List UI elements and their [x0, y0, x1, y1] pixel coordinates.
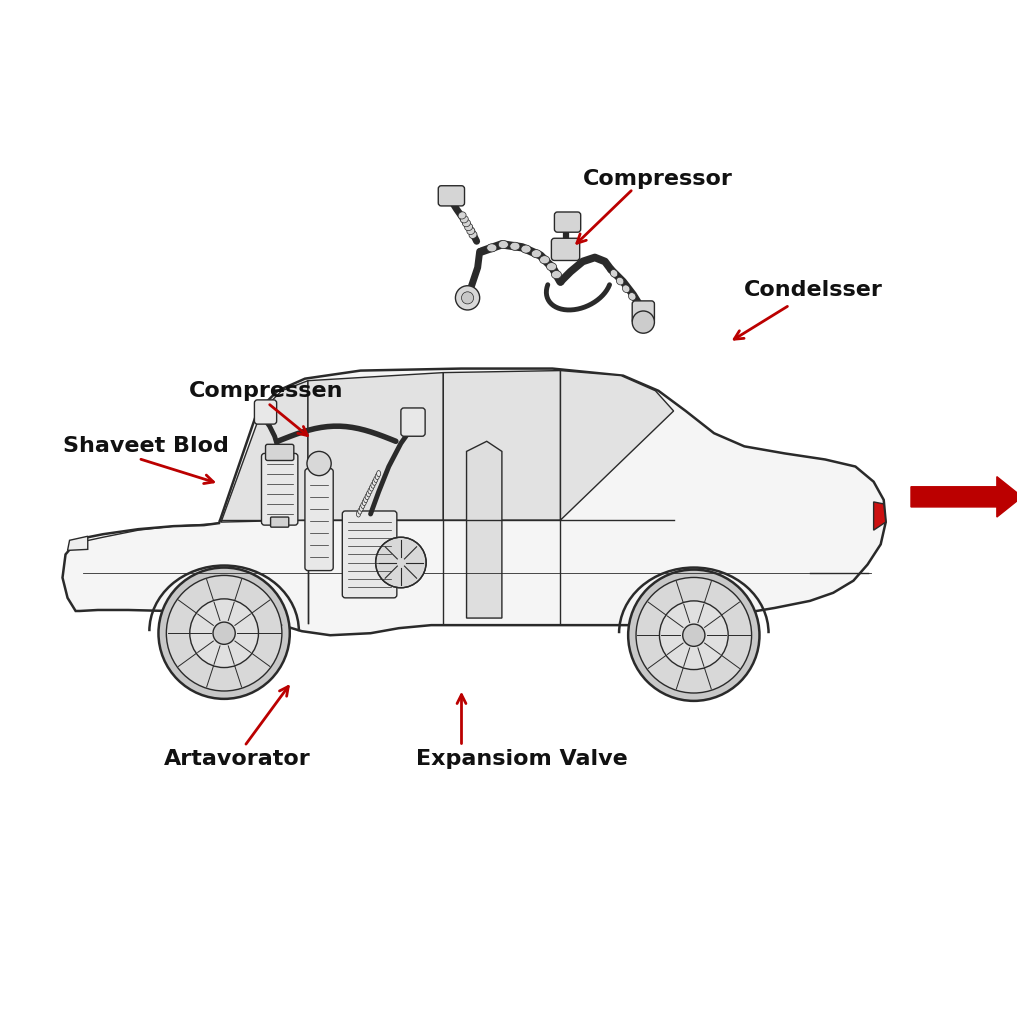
Circle shape [636, 578, 752, 693]
Circle shape [683, 624, 705, 646]
Text: Artavorator: Artavorator [164, 750, 310, 769]
Circle shape [166, 575, 282, 691]
FancyBboxPatch shape [438, 185, 465, 206]
Text: Condelsser: Condelsser [744, 280, 884, 300]
Ellipse shape [540, 256, 550, 264]
Ellipse shape [370, 485, 374, 492]
FancyBboxPatch shape [261, 454, 298, 525]
Ellipse shape [368, 487, 372, 494]
Circle shape [462, 292, 474, 304]
Text: Compressen: Compressen [188, 381, 343, 400]
Ellipse shape [465, 223, 473, 230]
Ellipse shape [463, 219, 470, 226]
Ellipse shape [357, 508, 361, 514]
Polygon shape [873, 502, 886, 530]
Circle shape [456, 286, 479, 310]
Ellipse shape [623, 285, 630, 293]
Polygon shape [308, 373, 443, 520]
Ellipse shape [377, 471, 381, 476]
Ellipse shape [461, 216, 468, 223]
FancyBboxPatch shape [342, 511, 397, 598]
Ellipse shape [521, 245, 531, 253]
Circle shape [632, 311, 654, 333]
FancyBboxPatch shape [254, 400, 276, 424]
Ellipse shape [629, 293, 636, 300]
Polygon shape [467, 441, 502, 618]
Ellipse shape [356, 511, 360, 517]
Ellipse shape [359, 505, 364, 511]
Text: Shaveet Blod: Shaveet Blod [62, 436, 228, 457]
Ellipse shape [360, 503, 365, 508]
Text: Compressor: Compressor [583, 169, 732, 188]
Polygon shape [560, 371, 674, 520]
Circle shape [307, 452, 331, 475]
Ellipse shape [499, 241, 508, 249]
Ellipse shape [510, 243, 520, 250]
Circle shape [159, 567, 290, 698]
Ellipse shape [467, 227, 475, 234]
Ellipse shape [551, 270, 561, 279]
Circle shape [659, 601, 728, 670]
Ellipse shape [616, 278, 624, 285]
Ellipse shape [362, 500, 367, 506]
FancyBboxPatch shape [270, 517, 289, 527]
Ellipse shape [531, 250, 542, 258]
Circle shape [376, 538, 426, 588]
Ellipse shape [373, 479, 377, 485]
Circle shape [628, 569, 760, 700]
Ellipse shape [366, 494, 369, 500]
FancyArrow shape [911, 476, 1022, 517]
Ellipse shape [610, 269, 617, 278]
Ellipse shape [371, 482, 375, 488]
FancyBboxPatch shape [554, 212, 581, 232]
Ellipse shape [547, 262, 557, 270]
FancyBboxPatch shape [551, 239, 580, 260]
FancyBboxPatch shape [400, 408, 425, 436]
Circle shape [213, 623, 236, 644]
FancyBboxPatch shape [265, 444, 294, 461]
Circle shape [189, 599, 258, 668]
Polygon shape [68, 537, 88, 550]
Ellipse shape [367, 490, 371, 497]
Text: Expansiom Valve: Expansiom Valve [416, 750, 628, 769]
Ellipse shape [374, 476, 378, 482]
Ellipse shape [458, 212, 466, 219]
FancyBboxPatch shape [632, 301, 654, 324]
Polygon shape [443, 371, 560, 520]
Ellipse shape [364, 497, 368, 503]
Ellipse shape [635, 300, 642, 308]
Polygon shape [221, 381, 308, 522]
Ellipse shape [469, 231, 477, 239]
Polygon shape [62, 369, 886, 635]
FancyBboxPatch shape [305, 469, 333, 570]
Ellipse shape [486, 244, 497, 252]
Ellipse shape [375, 473, 379, 479]
